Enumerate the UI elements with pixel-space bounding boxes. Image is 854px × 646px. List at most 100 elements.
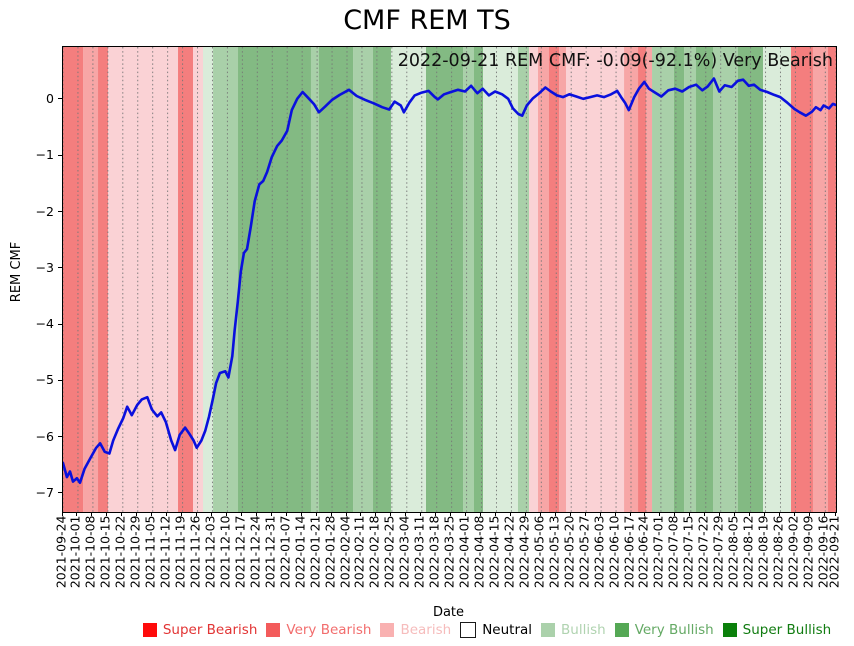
- x-tick-mark: [166, 512, 168, 516]
- x-tick-label: 2022-01-28: [322, 515, 338, 589]
- x-tick-label: 2022-07-22: [695, 515, 711, 589]
- x-tick-mark: [734, 512, 736, 516]
- x-tick-mark: [569, 512, 571, 516]
- background-band-light_bearish: [645, 47, 653, 512]
- x-tick-label: 2022-04-15: [486, 515, 502, 589]
- x-tick-mark: [106, 512, 108, 516]
- x-tick-label: 2022-02-18: [366, 515, 382, 589]
- y-tick-mark: [58, 379, 62, 381]
- x-tick-label: 2021-12-17: [232, 515, 248, 589]
- background-band-very_bullish: [737, 47, 764, 512]
- background-band-bullish: [213, 47, 239, 512]
- x-tick-mark: [834, 512, 836, 516]
- x-tick-mark: [315, 512, 317, 516]
- x-tick-mark: [270, 512, 272, 516]
- x-tick-label: 2021-11-05: [142, 515, 158, 589]
- x-tick-label: 2021-11-19: [172, 515, 188, 589]
- background-band-bearish: [529, 47, 539, 512]
- background-band-very_bearish: [548, 47, 560, 512]
- x-tick-mark: [390, 512, 392, 516]
- x-tick-label: 2021-11-12: [157, 515, 173, 589]
- x-tick-mark: [793, 512, 795, 516]
- x-tick-mark: [689, 512, 691, 516]
- x-tick-label: 2022-02-11: [351, 515, 367, 589]
- legend-item-very-bullish: Very Bullish: [614, 622, 714, 638]
- x-tick-mark: [823, 512, 825, 516]
- legend-item-super-bearish: Super Bearish: [142, 622, 257, 638]
- background-band-very_bullish: [372, 47, 391, 512]
- x-tick-label: 2021-12-03: [202, 515, 218, 589]
- legend-item-super-bullish: Super Bullish: [722, 622, 831, 638]
- x-tick-label: 2022-04-01: [456, 515, 472, 589]
- x-tick-label: 2022-06-24: [635, 515, 651, 589]
- x-tick-mark: [91, 512, 93, 516]
- x-tick-mark: [808, 512, 810, 516]
- x-tick-mark: [76, 512, 78, 516]
- x-tick-label: 2022-07-29: [710, 515, 726, 589]
- y-tick-label: 0: [46, 90, 54, 106]
- y-tick-label: −7: [35, 484, 54, 500]
- background-band-light_bearish: [812, 47, 828, 512]
- x-tick-mark: [524, 512, 526, 516]
- x-tick-mark: [674, 512, 676, 516]
- legend-label: Bearish: [400, 622, 452, 638]
- x-tick-mark: [450, 512, 452, 516]
- x-tick-label: 2021-10-01: [67, 515, 83, 589]
- y-tick-mark: [58, 436, 62, 438]
- legend-swatch-icon: [142, 623, 157, 637]
- y-tick-mark: [58, 211, 62, 212]
- legend: Super Bearish Very Bearish Bearish Neutral B…: [130, 622, 844, 638]
- legend-swatch-icon: [380, 623, 395, 637]
- background-band-light_bearish: [624, 47, 639, 512]
- x-tick-mark: [584, 512, 586, 516]
- background-band-bearish: [107, 47, 179, 512]
- legend-item-very-bearish: Very Bearish: [266, 622, 371, 638]
- x-tick-label: 2022-02-25: [381, 515, 397, 589]
- legend-item-bullish: Bullish: [541, 622, 606, 638]
- x-tick-label: 2022-02-04: [337, 515, 352, 589]
- background-band-bullish: [353, 47, 373, 512]
- background-band-very_bearish: [98, 47, 108, 512]
- x-tick-label: 2021-10-22: [112, 515, 128, 589]
- latest-value-annotation: 2022-09-21 REM CMF: -0.09(-92.1%) Very B…: [397, 51, 833, 71]
- background-band-bullish: [684, 47, 697, 512]
- x-tick-mark: [196, 512, 198, 516]
- x-tick-mark: [494, 512, 496, 516]
- background-band-bearish: [193, 47, 203, 512]
- x-tick-label: 2022-03-25: [441, 515, 457, 589]
- background-band-pale_bullish: [483, 47, 518, 512]
- x-tick-mark: [300, 512, 302, 516]
- x-tick-label: 2021-12-24: [247, 515, 263, 589]
- background-band-very_bearish: [791, 47, 813, 512]
- y-tick-mark: [58, 267, 62, 269]
- x-tick-label: 2022-05-20: [561, 515, 577, 589]
- x-tick-mark: [121, 512, 123, 516]
- background-band-very_bullish: [673, 47, 685, 512]
- background-band-bullish: [310, 47, 320, 512]
- x-tick-label: 2022-06-03: [591, 515, 607, 589]
- background-band-very_bullish: [696, 47, 714, 512]
- legend-item-neutral: Neutral: [460, 622, 532, 638]
- x-tick-mark: [330, 512, 332, 516]
- background-band-very_bearish: [827, 47, 836, 512]
- y-tick-mark: [58, 98, 62, 100]
- x-tick-mark: [285, 512, 287, 516]
- x-tick-mark: [659, 512, 661, 516]
- y-tick-mark: [58, 154, 62, 156]
- x-tick-label: 2022-06-17: [621, 515, 636, 589]
- legend-swatch-icon: [460, 622, 477, 638]
- x-tick-mark: [554, 512, 556, 516]
- x-tick-label: 2022-04-22: [501, 515, 517, 589]
- background-band-light_bearish: [538, 47, 549, 512]
- legend-label: Neutral: [482, 622, 533, 638]
- y-tick-mark: [58, 492, 62, 494]
- x-tick-mark: [225, 512, 227, 516]
- x-tick-mark: [539, 512, 541, 516]
- x-tick-label: 2021-10-29: [127, 515, 143, 589]
- x-tick-label: 2022-05-27: [576, 515, 592, 589]
- x-tick-label: 2022-08-05: [725, 515, 741, 589]
- legend-label: Bullish: [561, 622, 606, 638]
- y-tick-label: −1: [35, 147, 54, 163]
- legend-item-bearish: Bearish: [380, 622, 451, 638]
- y-tick-label: −6: [35, 428, 54, 444]
